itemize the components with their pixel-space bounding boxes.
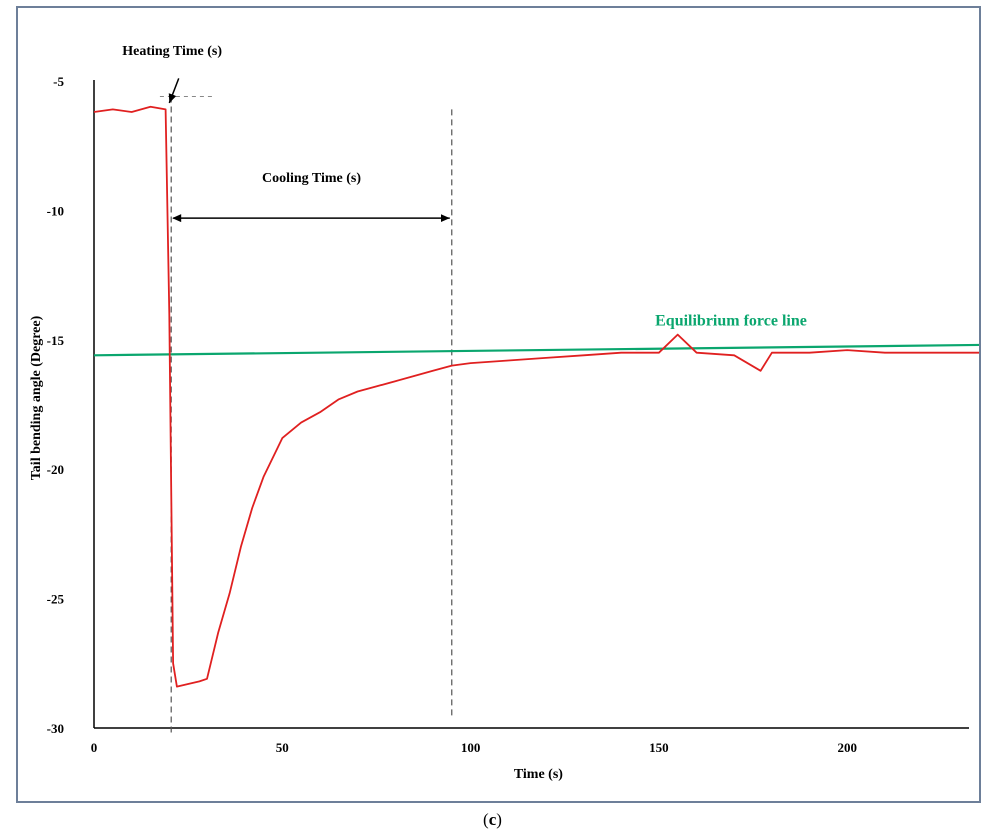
caption-open-paren: ( — [483, 810, 489, 829]
y-axis-title: Tail bending angle (Degree) — [29, 315, 44, 480]
y-tick-label: -5 — [53, 74, 64, 89]
x-axis-title: Time (s) — [514, 767, 563, 782]
figure-caption: (c) — [0, 810, 985, 830]
x-tick-label: 100 — [461, 740, 481, 755]
y-tick-label: -15 — [47, 333, 65, 348]
y-tick-labels: -5 -10 -15 -20 -25 -30 — [47, 74, 65, 736]
heating-time-arrow — [168, 78, 180, 104]
figure-frame: -5 -10 -15 -20 -25 -30 0 50 100 150 200 Tail bend… — [16, 6, 981, 803]
equilibrium-force-line — [93, 343, 979, 357]
x-tick-label: 0 — [91, 740, 98, 755]
x-tick-labels: 0 50 100 150 200 — [91, 740, 857, 755]
cooling-time-label: Cooling Time (s) — [262, 171, 361, 186]
phase-markers — [159, 95, 453, 736]
y-tick-label: -30 — [47, 721, 64, 736]
chart: -5 -10 -15 -20 -25 -30 0 50 100 150 200 Tail bend… — [29, 44, 979, 782]
axes — [93, 80, 969, 729]
y-tick-label: -20 — [47, 462, 64, 477]
series-line-tail-angle — [93, 105, 979, 688]
x-tick-label: 200 — [837, 740, 857, 755]
heating-time-label: Heating Time (s) — [122, 44, 222, 59]
y-tick-label: -10 — [47, 203, 64, 218]
x-tick-label: 150 — [649, 740, 669, 755]
x-tick-label: 50 — [276, 740, 289, 755]
equilibrium-label: Equilibrium force line — [655, 313, 807, 330]
y-tick-label: -25 — [47, 592, 65, 607]
caption-close-paren: ) — [496, 810, 502, 829]
caption-letter: c — [488, 810, 497, 829]
